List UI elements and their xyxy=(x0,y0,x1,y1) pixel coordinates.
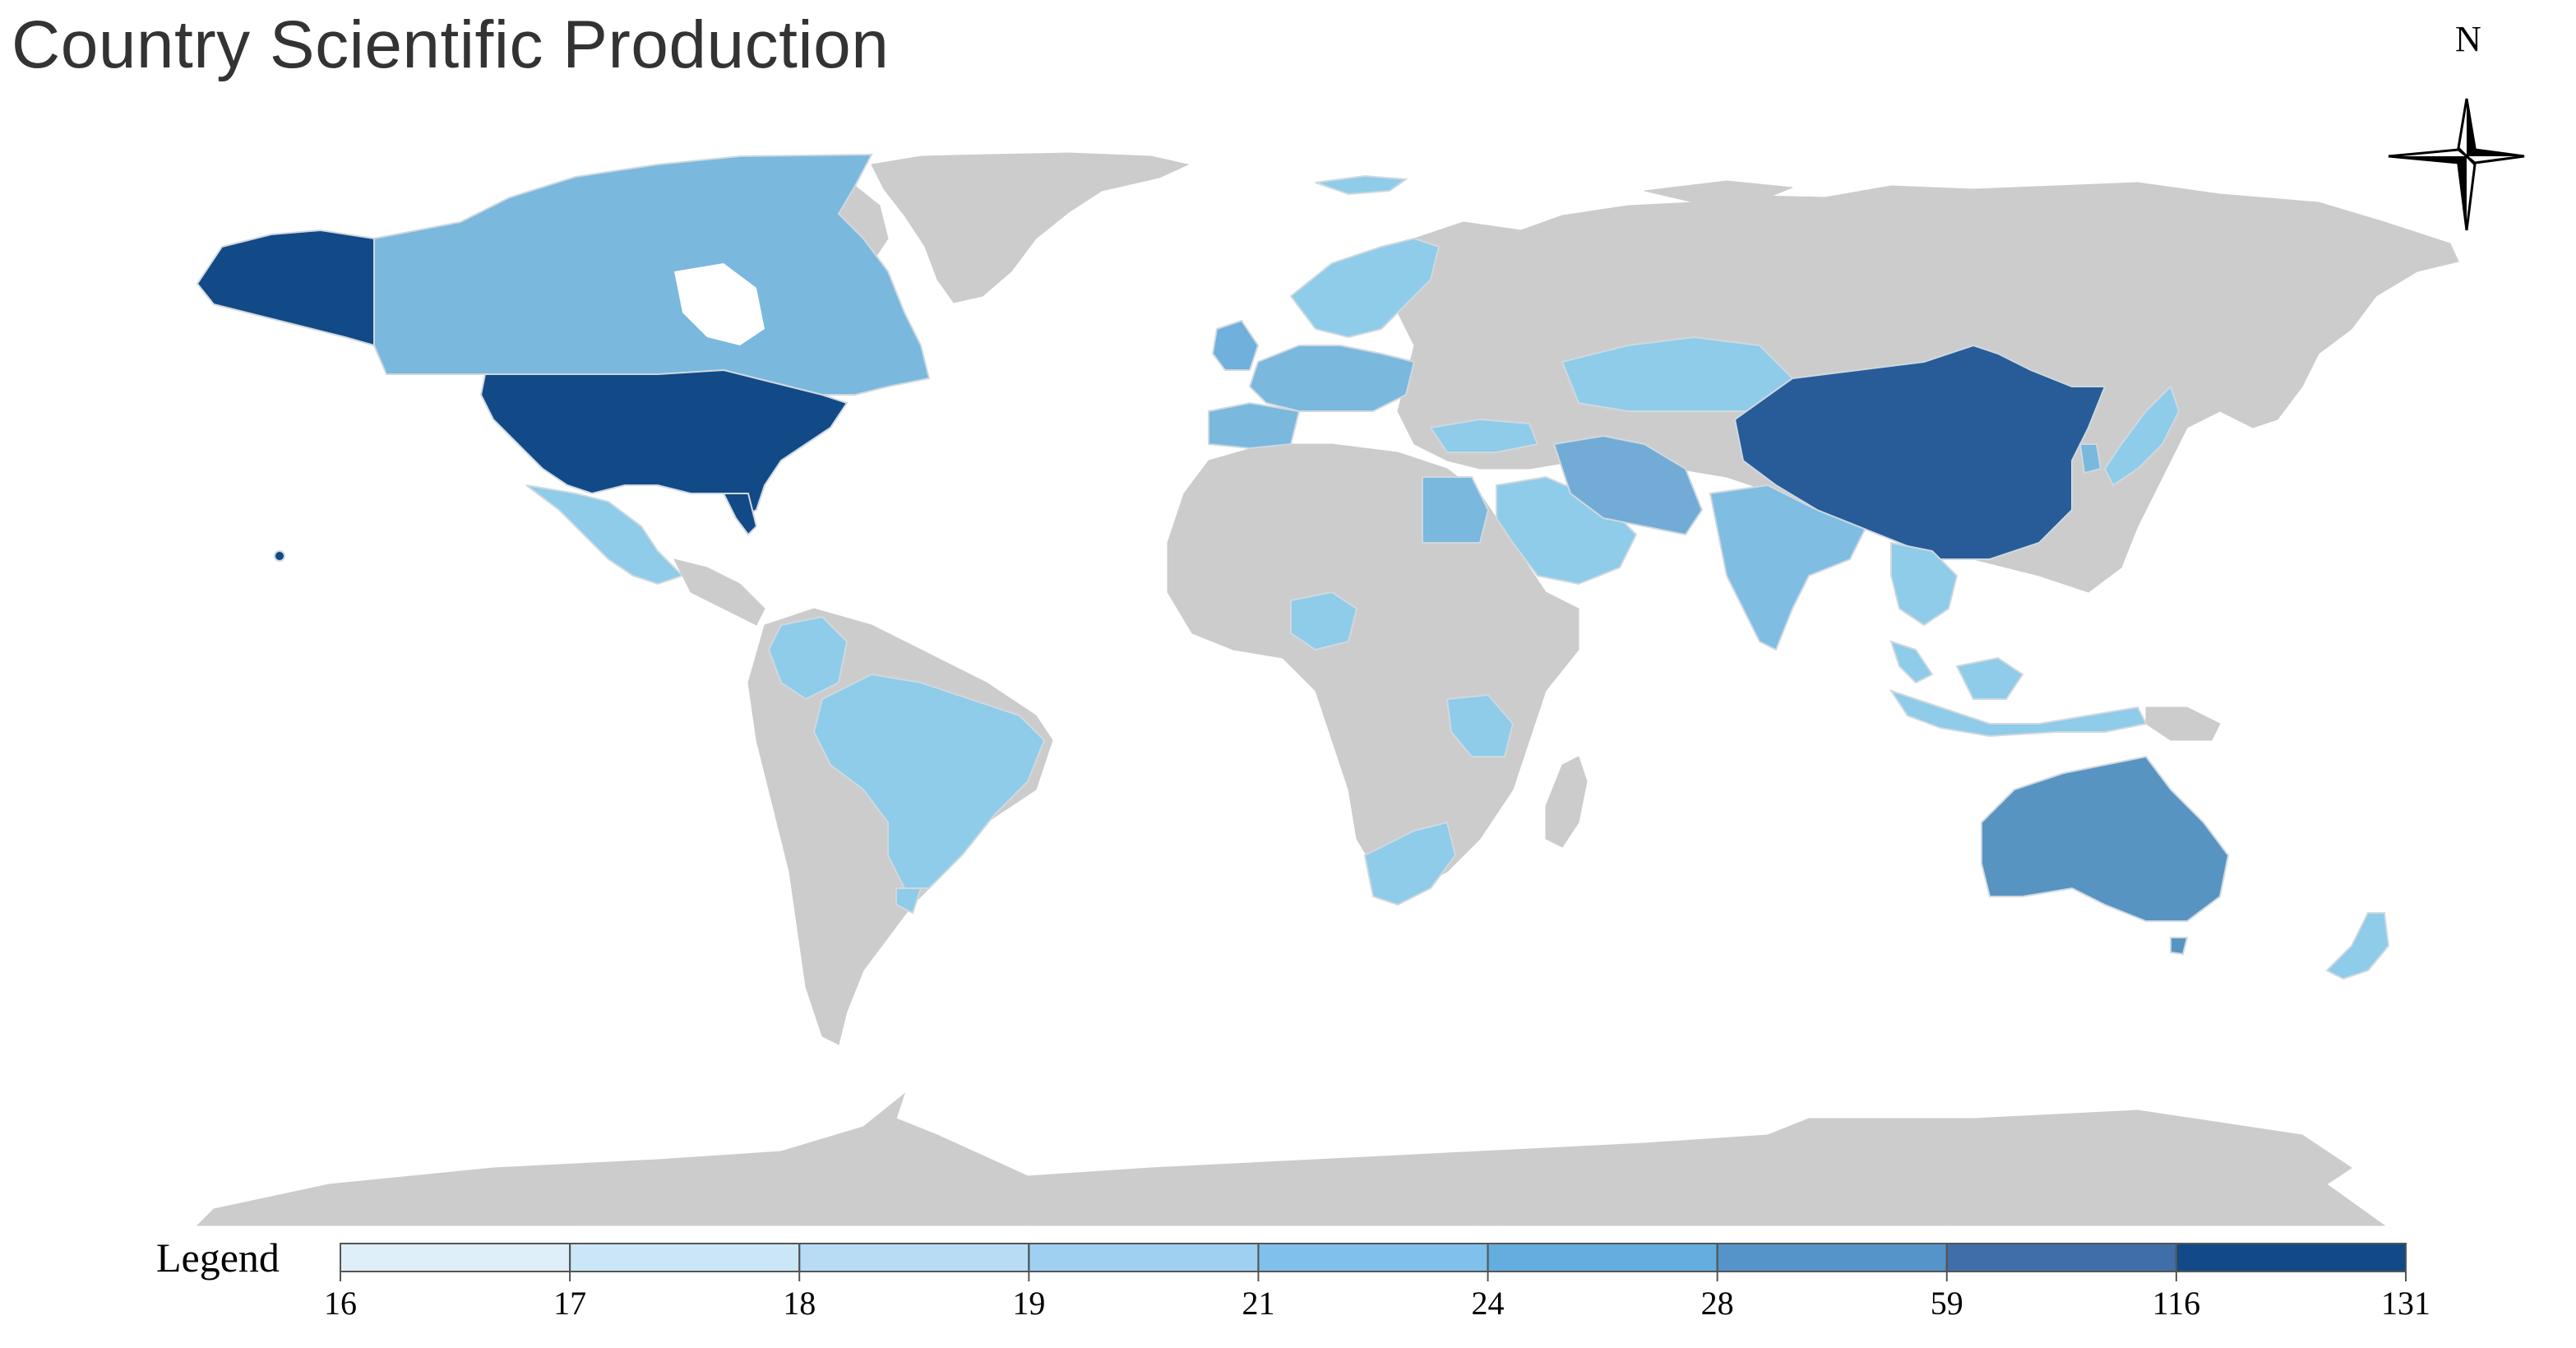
country-scandinavia[interactable] xyxy=(1289,237,1441,339)
country-colombia[interactable] xyxy=(767,615,849,701)
country-turkey[interactable] xyxy=(1429,418,1539,453)
legend-tick-label: 16 xyxy=(324,1285,357,1322)
legend-tick-label: 19 xyxy=(1012,1285,1045,1322)
country-iran[interactable] xyxy=(1552,434,1704,536)
legend-tick-label: 18 xyxy=(783,1285,816,1322)
compass-north-label: N xyxy=(2455,19,2481,59)
central-america xyxy=(673,558,765,626)
legend-bin xyxy=(1487,1243,1718,1272)
legend-tick-label: 17 xyxy=(553,1285,586,1322)
country-iceland[interactable] xyxy=(1315,174,1408,196)
country-malaysia[interactable] xyxy=(1889,640,1934,684)
country-canada[interactable] xyxy=(373,153,931,396)
country-western-europe[interactable] xyxy=(1248,345,1416,412)
country-borneo[interactable] xyxy=(1955,656,2024,700)
legend-tick-label: 131 xyxy=(2381,1285,2430,1322)
country-alaska[interactable] xyxy=(196,229,375,347)
legend-bin xyxy=(1945,1243,2177,1272)
country-united-states[interactable] xyxy=(479,368,849,520)
country-layer xyxy=(196,153,2390,980)
country-indochina[interactable] xyxy=(1890,541,1959,627)
legend-tick-label: 21 xyxy=(1242,1285,1274,1322)
legend-bin xyxy=(1028,1243,1260,1272)
map-title: Country Scientific Production xyxy=(12,7,890,82)
country-new-zealand[interactable] xyxy=(2325,912,2390,980)
hudson-bay xyxy=(674,263,765,345)
country-australia[interactable] xyxy=(1981,755,2230,922)
compass-rose: N xyxy=(2388,19,2525,231)
country-tasmania[interactable] xyxy=(2170,937,2189,956)
legend-tick-label: 59 xyxy=(1931,1285,1963,1322)
legend-bins xyxy=(340,1243,2407,1272)
legend-bin xyxy=(340,1243,571,1272)
papua-new-guinea xyxy=(2145,706,2221,741)
country-china[interactable] xyxy=(1733,344,2107,560)
country-uruguay[interactable] xyxy=(895,887,923,915)
country-nigeria[interactable] xyxy=(1290,591,1358,651)
legend-bin xyxy=(1716,1243,1948,1272)
legend-tick-label: 28 xyxy=(1701,1285,1734,1322)
country-spain[interactable] xyxy=(1208,401,1301,450)
country-united-kingdom[interactable] xyxy=(1211,319,1260,371)
legend-tick-label: 24 xyxy=(1472,1285,1505,1322)
legend-bin xyxy=(2175,1243,2407,1272)
country-south-korea[interactable] xyxy=(2079,443,2102,475)
country-mexico[interactable] xyxy=(525,484,684,586)
country-brazil[interactable] xyxy=(812,673,1046,889)
legend-bin xyxy=(798,1243,1030,1272)
legend-title: Legend xyxy=(156,1235,280,1281)
legend: Legend 16 17 18 19 21 24 28 59 116 131 xyxy=(156,1235,2430,1322)
legend-bin xyxy=(1257,1243,1489,1272)
country-indonesia[interactable] xyxy=(1889,689,2148,738)
madagascar xyxy=(1545,756,1588,848)
country-egypt[interactable] xyxy=(1422,476,1490,544)
legend-bin xyxy=(569,1243,801,1272)
arctic-islands xyxy=(1644,180,1793,203)
country-japan[interactable] xyxy=(2103,385,2181,487)
country-tanzania[interactable] xyxy=(1445,693,1515,757)
country-south-africa[interactable] xyxy=(1363,821,1457,906)
legend-ticks: 16 17 18 19 21 24 28 59 116 131 xyxy=(324,1244,2430,1322)
country-hawaii[interactable] xyxy=(274,550,285,562)
legend-tick-label: 116 xyxy=(2153,1285,2201,1322)
antarctica xyxy=(196,1092,2386,1226)
country-florida[interactable] xyxy=(722,493,758,536)
greenland xyxy=(871,152,1190,303)
